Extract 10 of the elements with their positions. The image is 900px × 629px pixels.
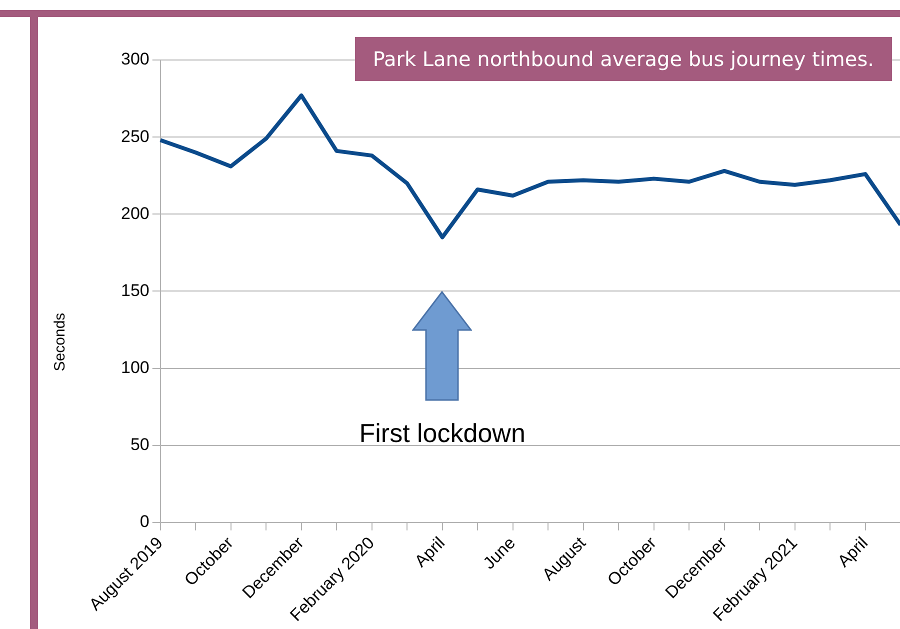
y-tick-label: 250 — [120, 126, 150, 146]
y-tick-label: 150 — [120, 280, 150, 300]
y-tick-label: 200 — [120, 204, 150, 223]
y-axis-title: Seconds — [52, 312, 68, 372]
y-tick-label: 0 — [140, 512, 150, 532]
chart-title: Park Lane northbound average bus journey times. — [354, 37, 892, 81]
y-tick-label: 50 — [130, 435, 150, 454]
y-tick-label: 100 — [120, 358, 150, 377]
annotation: First lockdown — [359, 418, 526, 450]
y-tick-label: 300 — [120, 50, 150, 69]
